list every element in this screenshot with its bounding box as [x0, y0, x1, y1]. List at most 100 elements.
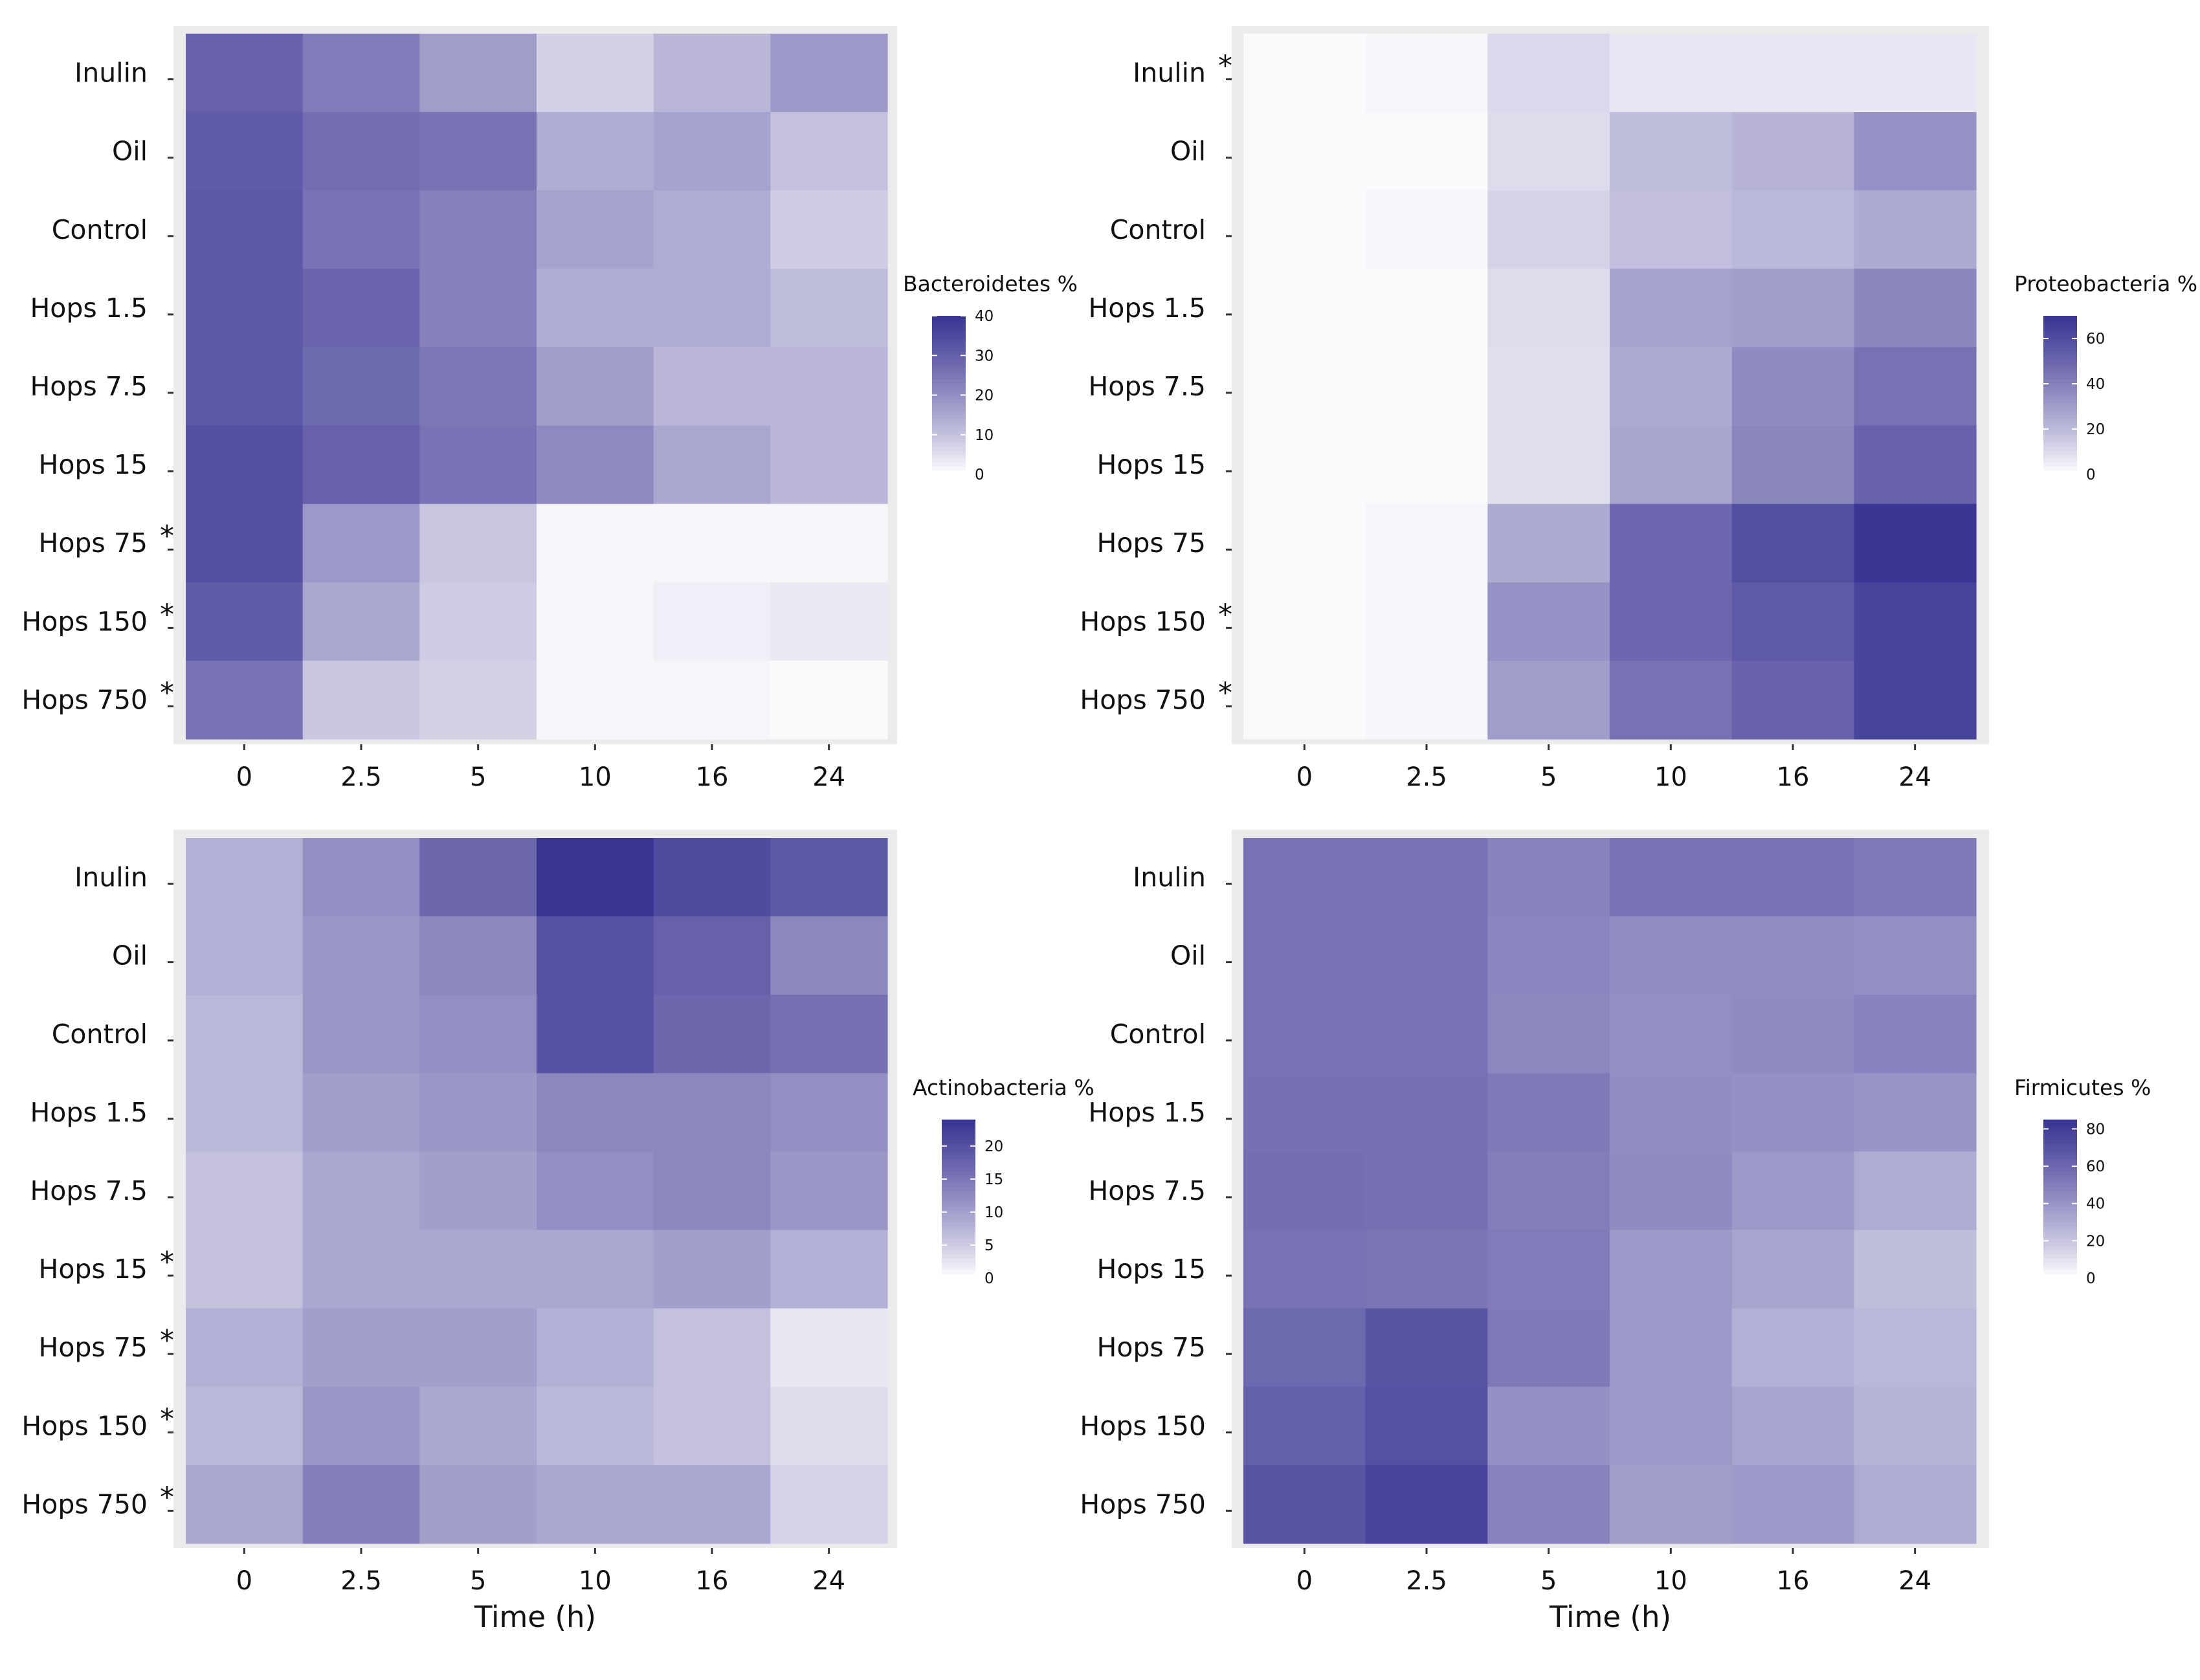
legend-title: Bacteroidetes % [903, 271, 1078, 296]
heatmap-panel-2: Inulin * Oil Control Hops 1.5 Hops 7.5 Hops 15… [1080, 26, 2197, 792]
legend-gradient-step [942, 1127, 975, 1133]
legend-gradient-step [932, 387, 966, 392]
legend-gradient-step [2043, 1178, 2077, 1184]
heatmap-cell [770, 838, 888, 917]
legend-gradient-step [2043, 339, 2077, 344]
heatmap-cell [1731, 995, 1854, 1074]
legend-gradient-step [2043, 1254, 2077, 1259]
row-label: Hops 15 [1096, 449, 1206, 480]
legend-gradient-step [2043, 434, 2077, 439]
heatmap-cell [1243, 1464, 1366, 1544]
heatmap-cell [653, 1073, 771, 1152]
heatmap-cell [1243, 190, 1366, 269]
legend-gradient-step [942, 1206, 975, 1211]
significance-star: * [160, 1481, 174, 1514]
heatmap-cell [1243, 269, 1366, 348]
x-tick-label: 16 [696, 1566, 729, 1596]
heatmap-cell [1365, 1464, 1488, 1544]
x-tick-label: 0 [236, 762, 252, 792]
legend-gradient-step [2043, 1262, 2077, 1267]
heatmap-cell [302, 582, 420, 661]
legend-gradient-step [932, 316, 966, 320]
heatmap-cell [537, 1230, 654, 1309]
x-tick-label: 24 [1898, 762, 1931, 792]
heatmap-panel-4: Inulin Oil Control Hops 1.5 Hops 7.5 Hops 15 H… [1080, 830, 2151, 1634]
legend-gradient-step [2043, 359, 2077, 364]
legend-gradient-step [942, 1120, 975, 1124]
row-label: Hops 75 [1096, 1332, 1206, 1363]
x-axis-title: Time (h) [474, 1600, 596, 1634]
legend-tick-label: 15 [984, 1171, 1003, 1188]
heatmap-cell [537, 190, 654, 269]
legend-gradient-step [2043, 415, 2077, 419]
legend-gradient-step [942, 1143, 975, 1148]
heatmap-cell [1610, 190, 1733, 269]
legend-gradient-step [2043, 383, 2077, 388]
legend-gradient-step [942, 1270, 975, 1275]
legend-gradient-step [932, 391, 966, 396]
legend-gradient-step [942, 1178, 975, 1184]
heatmap-cell [770, 1151, 888, 1231]
row-label: Oil [1170, 136, 1206, 167]
legend-gradient-step [2043, 470, 2077, 475]
legend-gradient-step [932, 327, 966, 333]
legend-gradient-step [2043, 1202, 2077, 1208]
legend-gradient-step [2043, 316, 2077, 320]
legend-tick-label: 60 [2086, 331, 2105, 348]
legend-gradient-step [2043, 423, 2077, 428]
heatmap-cell [653, 269, 771, 348]
legend-gradient-step [942, 1135, 975, 1140]
legend-gradient-step [932, 371, 966, 376]
heatmap-cell [653, 425, 771, 505]
heatmap-cell [1487, 347, 1610, 426]
heatmap-cell [770, 660, 888, 740]
legend-gradient-step [2043, 1147, 2077, 1152]
heatmap-cell [1610, 838, 1733, 917]
heatmap-cell [1365, 190, 1488, 269]
legend-gradient-step [2043, 324, 2077, 329]
legend-gradient-step [2043, 1258, 2077, 1263]
heatmap-cell [653, 1386, 771, 1466]
legend-gradient-step [2043, 1135, 2077, 1140]
heatmap-panel-1: Inulin Oil Control Hops 1.5 Hops 7.5 Hops 15 H… [21, 26, 1078, 792]
legend-gradient-step [2043, 371, 2077, 376]
heatmap-cell [419, 1230, 537, 1309]
legend-gradient-step [932, 462, 966, 467]
heatmap-cell [186, 190, 304, 269]
legend-gradient-step [932, 331, 966, 337]
heatmap-cell [770, 1308, 888, 1387]
heatmap-cell [1487, 1151, 1610, 1231]
heatmap-cell [537, 503, 654, 583]
heatmap-cell [653, 916, 771, 995]
heatmap-cell [419, 1464, 537, 1544]
legend-gradient-step [932, 443, 966, 447]
legend-gradient-step [942, 1254, 975, 1259]
heatmap-cell [1365, 1073, 1488, 1152]
heatmap-cell [537, 660, 654, 740]
color-legend: Actinobacteria % 0 5 10 15 20 [913, 1075, 1094, 1287]
legend-gradient-step [932, 470, 966, 475]
row-label: Control [1110, 214, 1206, 245]
heatmap-cell [653, 660, 771, 740]
legend-gradient-step [942, 1123, 975, 1128]
row-label: Hops 7.5 [1088, 371, 1206, 402]
row-label: Hops 150 [1080, 606, 1206, 637]
heatmap-cell [186, 269, 304, 348]
row-label: Hops 750 [21, 684, 148, 715]
heatmap-cell [1243, 916, 1366, 995]
legend-gradient-step [932, 379, 966, 384]
heatmap-cell [1365, 112, 1488, 191]
legend-gradient-step [2043, 1143, 2077, 1148]
legend-gradient-step [2043, 1195, 2077, 1200]
legend-gradient-step [2043, 1274, 2077, 1279]
heatmap-cell [302, 660, 420, 740]
legend-gradient-step [2043, 335, 2077, 340]
heatmap-cell [1243, 112, 1366, 191]
heatmap-cell [1610, 1464, 1733, 1544]
legend-gradient-step [932, 454, 966, 459]
heatmap-cell [537, 34, 654, 113]
heatmap-cell [1487, 34, 1610, 113]
legend-gradient-step [932, 415, 966, 419]
heatmap-cell [1854, 347, 1977, 426]
legend-gradient-step [2043, 454, 2077, 459]
